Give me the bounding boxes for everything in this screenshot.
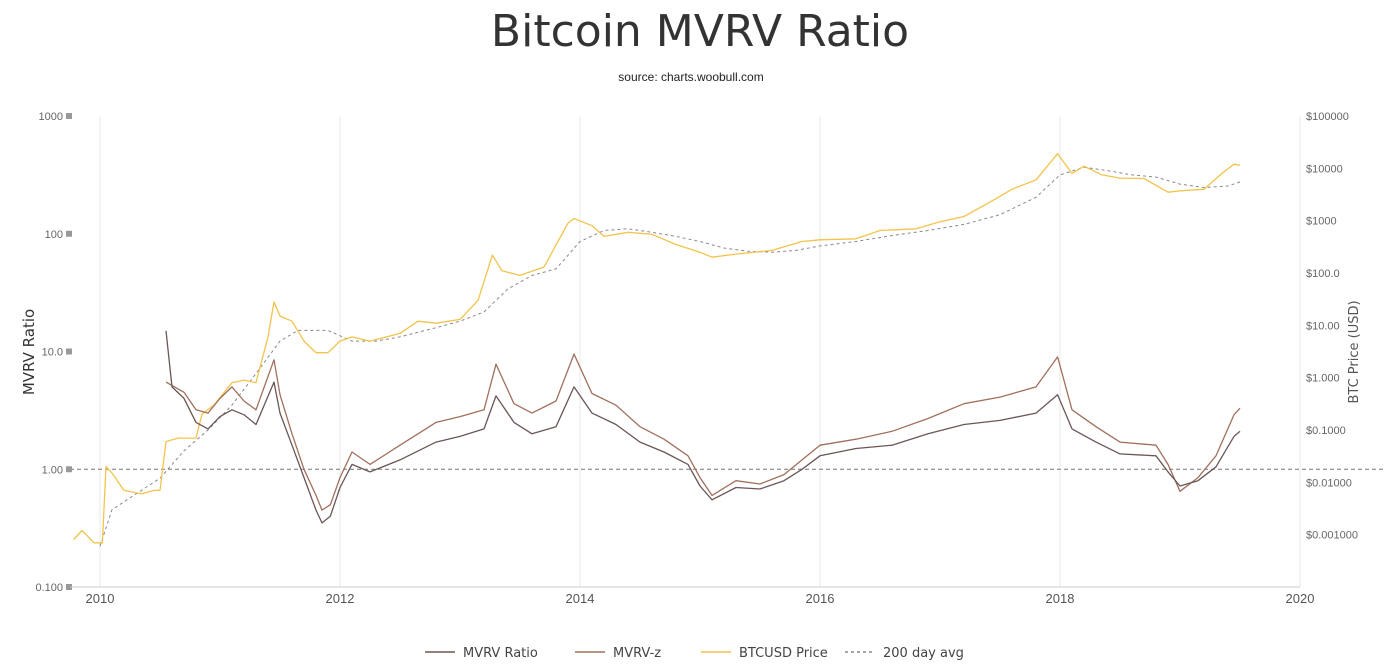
chart-subtitle: source: charts.woobull.com: [618, 70, 764, 84]
y-right-tick-label: $1000: [1306, 216, 1337, 228]
series-layer: [73, 153, 1241, 547]
y-left-tick-label: 10.0: [42, 347, 63, 359]
y-right-tick-label: $0.01000: [1306, 477, 1352, 489]
y-right-tick-label: $100.0: [1306, 268, 1340, 280]
right-axis: $0.001000 $0.01000 $0.1000 $1.000 $10.00 $100…: [1306, 111, 1358, 542]
series-btcusd-price: [73, 153, 1241, 544]
legend: MVRV Ratio MVRV-z BTCUSD Price 200 day avg: [425, 646, 964, 661]
y-left-tick-label: 1000: [39, 111, 63, 123]
legend-label: MVRV Ratio: [463, 646, 538, 661]
y-right-tick-label: $0.001000: [1306, 530, 1358, 542]
x-tick-label: 2010: [86, 591, 115, 606]
y-left-tick-label: 0.100: [35, 582, 63, 594]
y-right-tick-label: $100000: [1306, 111, 1349, 123]
x-tick-label: 2020: [1286, 591, 1315, 606]
y-left-tick-mark: [66, 584, 72, 590]
x-axis: 2010 2012 2014 2016 2018 2020: [70, 586, 1315, 606]
y-right-tick-label: $1.000: [1306, 373, 1340, 385]
legend-label: 200 day avg: [883, 646, 964, 661]
y-left-tick-mark: [66, 466, 72, 473]
y-right-tick-label: $0.1000: [1306, 425, 1346, 437]
y-right-tick-label: $10.00: [1306, 320, 1340, 332]
y-left-tick-mark: [66, 348, 72, 355]
right-axis-title: BTC Price (USD): [1347, 300, 1362, 403]
y-left-tick-mark: [66, 230, 72, 237]
x-tick-label: 2016: [806, 591, 835, 606]
x-tick-label: 2014: [566, 591, 595, 606]
x-tick-label: 2018: [1046, 591, 1075, 606]
left-axis-title: MVRV Ratio: [20, 309, 38, 395]
series-mvrv-ratio: [165, 330, 1241, 524]
series-mvrv-z: [165, 353, 1241, 511]
legend-label: MVRV-z: [613, 646, 661, 661]
gridlines: [99, 116, 1301, 587]
y-right-tick-label: $10000: [1306, 163, 1343, 175]
x-tick-label: 2012: [326, 591, 355, 606]
series-200-day-avg: [99, 166, 1241, 547]
y-left-tick-label: 1.00: [42, 464, 63, 476]
left-axis: 0.100 1.00 10.0 100 1000: [35, 111, 72, 594]
y-left-tick-mark: [66, 113, 72, 119]
y-left-tick-label: 100: [45, 229, 63, 241]
legend-label: BTCUSD Price: [739, 646, 828, 661]
chart-title: Bitcoin MVRV Ratio: [490, 6, 910, 57]
